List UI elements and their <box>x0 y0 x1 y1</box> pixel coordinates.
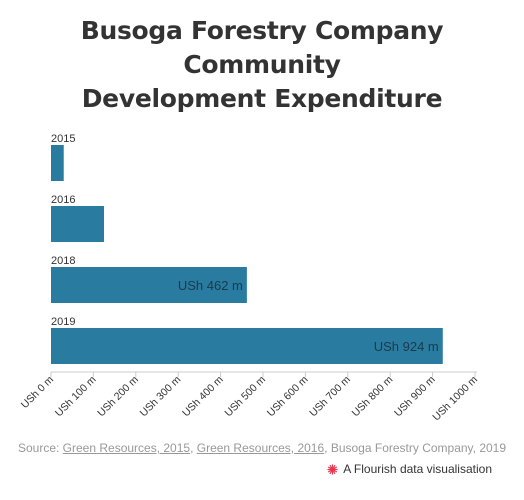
source-prefix: Source: <box>17 441 63 455</box>
data-label-2018: USh 462 m <box>178 278 243 293</box>
x-tick-label: USh 100 m <box>53 373 99 419</box>
flourish-credit-label: A Flourish data visualisation <box>343 462 492 476</box>
x-tick-label: USh 600 m <box>265 373 311 419</box>
x-tick-label: USh 500 m <box>222 373 268 419</box>
category-label-2019: 2019 <box>51 316 75 328</box>
x-tick-label: USh 400 m <box>180 373 226 419</box>
chart-title-line-2: Development Expenditure <box>81 84 443 113</box>
bar-2016[interactable] <box>51 206 104 242</box>
category-label-2015: 2015 <box>51 133 75 145</box>
category-label-2018: 2018 <box>51 255 75 267</box>
x-tick-label: USh 0 m <box>19 373 57 411</box>
x-tick-label: USh 700 m <box>307 373 353 419</box>
bars-layer: 2015 2016 2018 USh 462 m 2019 USh 924 m <box>51 133 443 364</box>
flourish-logo-icon <box>327 463 338 475</box>
bar-2019[interactable] <box>51 328 443 364</box>
data-label-2019: USh 924 m <box>374 339 439 354</box>
x-tick-label: USh 200 m <box>95 373 141 419</box>
x-tick-label: USh 800 m <box>350 373 396 419</box>
x-tick-label: USh 900 m <box>392 373 438 419</box>
source-note: Source: Green Resources, 2015, Green Res… <box>0 441 524 455</box>
bar-chart: 2015 2016 2018 USh 462 m 2019 USh 924 m USh 0… <box>19 133 481 423</box>
x-tick-label: USh 1000 m <box>430 373 480 423</box>
chart-title: Busoga Forestry Company Community Develo… <box>0 14 524 116</box>
source-separator: , <box>190 441 197 455</box>
source-link-green-resources-2016[interactable]: Green Resources, 2016 <box>196 441 325 455</box>
bar-2018[interactable] <box>51 267 247 303</box>
category-label-2016: 2016 <box>51 194 75 206</box>
chart-title-line-1: Busoga Forestry Company Community <box>80 16 444 79</box>
x-tick-label: USh 300 m <box>138 373 184 419</box>
source-suffix: , Busoga Forestry Company, 2019 <box>324 441 507 455</box>
flourish-credit-link[interactable]: A Flourish data visualisation <box>327 462 492 476</box>
source-link-green-resources-2015[interactable]: Green Resources, 2015 <box>62 441 191 455</box>
bar-2015[interactable] <box>51 145 64 181</box>
